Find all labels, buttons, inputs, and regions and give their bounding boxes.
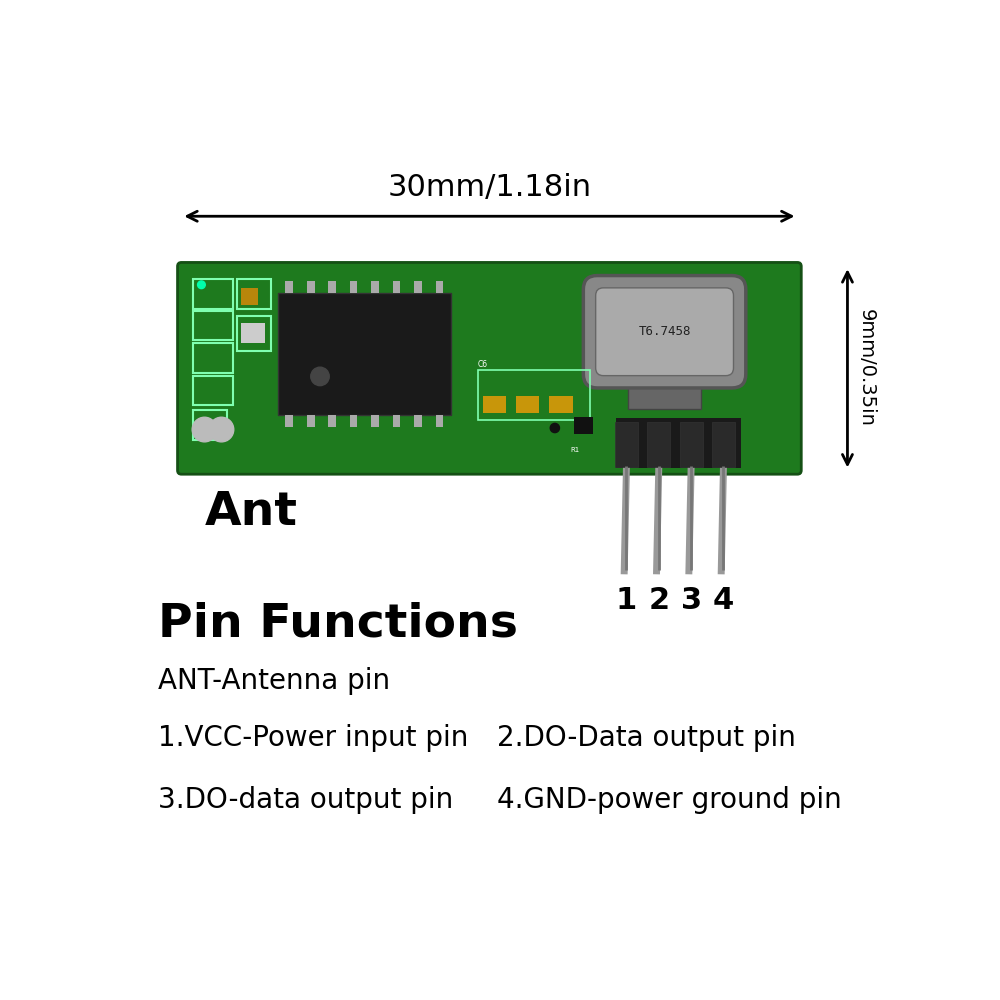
Point — [650, 568, 662, 580]
Text: R1: R1 — [570, 447, 580, 453]
Bar — [483, 396, 506, 413]
Bar — [328, 415, 336, 427]
Text: ANT-Antenna pin: ANT-Antenna pin — [158, 667, 390, 695]
Point — [653, 564, 665, 576]
Bar — [371, 415, 379, 427]
Bar — [680, 422, 703, 466]
Bar — [350, 415, 357, 427]
Text: Ant: Ant — [205, 490, 298, 535]
Bar — [436, 281, 443, 293]
Bar — [193, 410, 227, 440]
Point — [717, 460, 729, 473]
Bar — [241, 288, 258, 305]
Bar — [237, 279, 271, 309]
Text: 9mm/0.35in: 9mm/0.35in — [857, 309, 876, 427]
Bar — [285, 415, 293, 427]
Point — [717, 564, 729, 576]
Line: 2 pts: 2 pts — [656, 466, 659, 574]
Bar — [193, 311, 233, 340]
Bar — [241, 323, 265, 343]
Line: 2 pts: 2 pts — [689, 466, 691, 574]
Bar — [712, 422, 735, 466]
Point — [620, 460, 632, 473]
Text: C6: C6 — [478, 360, 488, 369]
Bar — [193, 279, 233, 309]
Bar — [393, 415, 400, 427]
Text: 1.VCC-Power input pin: 1.VCC-Power input pin — [158, 724, 469, 752]
Point — [715, 568, 727, 580]
Text: 4: 4 — [713, 586, 734, 615]
Bar — [616, 418, 741, 468]
Bar — [615, 422, 638, 466]
Bar — [414, 415, 422, 427]
FancyBboxPatch shape — [178, 262, 801, 474]
Bar — [307, 415, 314, 427]
Bar — [393, 281, 400, 293]
Text: 3: 3 — [681, 586, 702, 615]
Point — [618, 568, 630, 580]
Circle shape — [209, 417, 234, 442]
Text: Pin Functions: Pin Functions — [158, 601, 518, 646]
Point — [685, 564, 697, 576]
Point — [683, 568, 695, 580]
Bar — [350, 281, 357, 293]
Circle shape — [198, 281, 205, 289]
FancyBboxPatch shape — [596, 288, 733, 376]
Point — [620, 460, 632, 473]
Point — [653, 460, 665, 473]
Bar — [285, 281, 293, 293]
Line: 2 pts: 2 pts — [721, 466, 723, 574]
Text: 3.DO-data output pin: 3.DO-data output pin — [158, 786, 454, 814]
Text: 4.GND-power ground pin: 4.GND-power ground pin — [497, 786, 842, 814]
Line: 2 pts: 2 pts — [624, 466, 626, 574]
Point — [653, 460, 665, 473]
Point — [685, 460, 697, 473]
Point — [685, 460, 697, 473]
Circle shape — [192, 417, 217, 442]
Text: 2.DO-Data output pin: 2.DO-Data output pin — [497, 724, 796, 752]
FancyBboxPatch shape — [583, 276, 746, 388]
Bar — [414, 281, 422, 293]
Text: 2: 2 — [648, 586, 669, 615]
Bar — [193, 343, 233, 373]
Bar — [436, 415, 443, 427]
Bar — [278, 293, 451, 415]
Bar — [328, 281, 336, 293]
Text: 30mm/1.18in: 30mm/1.18in — [387, 173, 591, 202]
Text: T6.7458: T6.7458 — [638, 325, 691, 338]
Bar — [549, 396, 573, 413]
Point — [620, 564, 632, 576]
Point — [717, 460, 729, 473]
Bar — [307, 281, 314, 293]
Circle shape — [550, 423, 559, 433]
Bar — [193, 376, 233, 405]
Bar — [371, 281, 379, 293]
Bar — [647, 422, 670, 466]
Text: 1: 1 — [616, 586, 637, 615]
Bar — [516, 396, 539, 413]
Bar — [237, 316, 271, 351]
Bar — [478, 370, 590, 420]
Circle shape — [311, 367, 329, 386]
Bar — [574, 417, 593, 434]
Bar — [628, 372, 701, 409]
